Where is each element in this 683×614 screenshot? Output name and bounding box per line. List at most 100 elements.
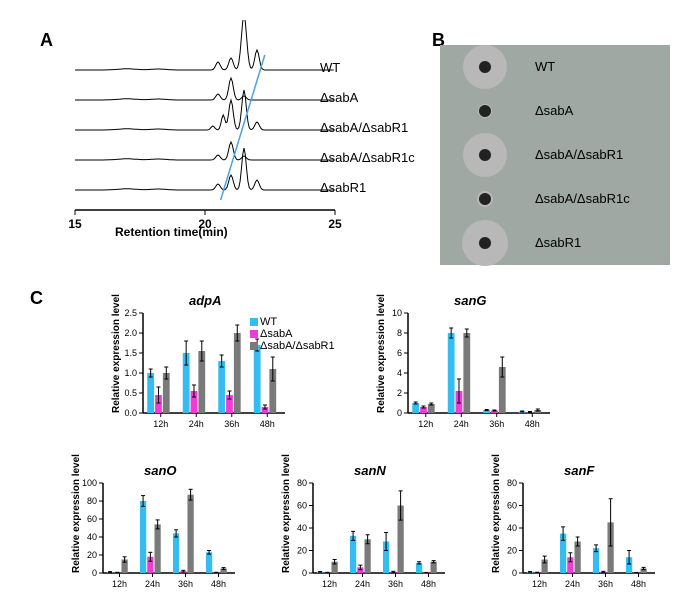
svg-text:25: 25	[328, 217, 342, 231]
svg-text:12h: 12h	[532, 579, 547, 589]
colony-dot	[479, 105, 491, 117]
bioassay-row-label: ΔsabA/ΔsabR1c	[535, 191, 630, 206]
y-axis-title: Relative expression level	[71, 454, 82, 573]
bar	[350, 536, 356, 573]
y-axis-title: Relative expression level	[376, 294, 387, 413]
legend-item: ΔsabA/ΔsabR1	[250, 337, 335, 355]
hplc-trace	[75, 142, 334, 160]
svg-text:24h: 24h	[355, 579, 370, 589]
svg-text:40: 40	[507, 523, 517, 533]
svg-text:80: 80	[87, 496, 97, 506]
svg-text:0: 0	[512, 568, 517, 578]
hplc-trace-label: ΔsabA/ΔsabR1	[320, 120, 408, 135]
bioassay-plate: WT ΔsabA ΔsabA/ΔsabR1 ΔsabA/ΔsabR1c ΔsabR1	[440, 45, 670, 265]
inhibition-zone	[477, 191, 493, 207]
panel-a-label: A	[40, 30, 53, 51]
svg-text:24h: 24h	[189, 419, 204, 429]
svg-text:36h: 36h	[178, 579, 193, 589]
svg-text:48h: 48h	[421, 579, 436, 589]
svg-text:48h: 48h	[631, 579, 646, 589]
hplc-trace-label: WT	[320, 60, 340, 75]
bioassay-row-label: ΔsabR1	[535, 235, 581, 250]
retention-marker-line	[221, 55, 265, 200]
colony-dot	[479, 149, 491, 161]
svg-text:1.0: 1.0	[124, 368, 137, 378]
bioassay-row-label: ΔsabA	[535, 103, 573, 118]
svg-text:2: 2	[397, 388, 402, 398]
hplc-trace-label: ΔsabA	[320, 90, 358, 105]
chart-title: adpA	[189, 293, 222, 308]
svg-text:36h: 36h	[489, 419, 504, 429]
svg-text:80: 80	[297, 478, 307, 488]
svg-text:36h: 36h	[224, 419, 239, 429]
svg-text:20: 20	[507, 546, 517, 556]
svg-text:15: 15	[68, 217, 82, 231]
y-axis-title: Relative expression level	[111, 294, 122, 413]
hplc-trace-label: ΔsabR1	[320, 180, 366, 195]
bar	[140, 501, 146, 573]
svg-text:4: 4	[397, 368, 402, 378]
panel-a-x-title: Retention time(min)	[115, 225, 228, 239]
bar	[448, 333, 455, 413]
svg-text:2.0: 2.0	[124, 328, 137, 338]
bar-chart: 02040608010012h24h36h48h	[65, 465, 240, 595]
svg-text:40: 40	[297, 523, 307, 533]
bar-chart: 0 2 4 6 8 10 12h 24h 36h 48h	[370, 295, 555, 435]
legend-label: ΔsabA/ΔsabR1	[260, 340, 335, 352]
svg-text:24h: 24h	[565, 579, 580, 589]
svg-text:0: 0	[302, 568, 307, 578]
bar-chart: 02040608012h24h36h48h	[485, 465, 660, 595]
bar	[234, 333, 241, 413]
y-axis-title: Relative expression level	[491, 454, 502, 573]
bioassay-row-label: WT	[535, 59, 555, 74]
svg-text:40: 40	[87, 532, 97, 542]
svg-text:48h: 48h	[525, 419, 540, 429]
svg-text:20: 20	[297, 546, 307, 556]
chart-title: sanN	[354, 463, 386, 478]
svg-text:60: 60	[297, 501, 307, 511]
svg-text:0: 0	[397, 408, 402, 418]
inhibition-zone	[463, 133, 507, 177]
svg-text:24h: 24h	[145, 579, 160, 589]
legend-swatch	[250, 342, 258, 350]
bar	[430, 562, 436, 573]
bar	[218, 361, 225, 413]
hplc-trace	[75, 78, 334, 100]
svg-text:12h: 12h	[112, 579, 127, 589]
panel-c-charts: 0.00.51.01.52.02.512h24h36h48hadpARelati…	[50, 295, 670, 610]
svg-text:12h: 12h	[418, 419, 433, 429]
svg-text:0.5: 0.5	[124, 388, 137, 398]
svg-text:1.5: 1.5	[124, 348, 137, 358]
svg-text:12h: 12h	[322, 579, 337, 589]
inhibition-zone	[462, 220, 508, 266]
svg-text:8: 8	[397, 328, 402, 338]
hplc-trace	[75, 20, 334, 70]
svg-text:48h: 48h	[260, 419, 275, 429]
svg-text:0: 0	[92, 568, 97, 578]
svg-text:48h: 48h	[211, 579, 226, 589]
bar	[147, 373, 154, 413]
svg-text:20: 20	[87, 550, 97, 560]
bar-chart: 0 20 40 60 80 12h 24h 36h 48h	[275, 465, 450, 595]
colony-dot	[479, 61, 491, 73]
bioassay-row-label: ΔsabA/ΔsabR1	[535, 147, 623, 162]
bar	[173, 533, 179, 573]
colony-dot	[479, 237, 491, 249]
bar	[187, 495, 193, 573]
inhibition-zone	[478, 104, 492, 118]
svg-text:10: 10	[392, 308, 402, 318]
inhibition-zone	[463, 45, 507, 89]
chart-title: sanO	[144, 463, 177, 478]
bar	[206, 552, 212, 573]
bar	[364, 539, 370, 573]
bar	[463, 333, 470, 413]
svg-text:36h: 36h	[388, 579, 403, 589]
colony-dot	[479, 193, 491, 205]
hplc-trace	[75, 148, 334, 190]
svg-text:24h: 24h	[454, 419, 469, 429]
svg-text:12h: 12h	[153, 419, 168, 429]
svg-text:0.0: 0.0	[124, 408, 137, 418]
svg-text:36h: 36h	[598, 579, 613, 589]
bar	[154, 524, 160, 573]
svg-text:6: 6	[397, 348, 402, 358]
